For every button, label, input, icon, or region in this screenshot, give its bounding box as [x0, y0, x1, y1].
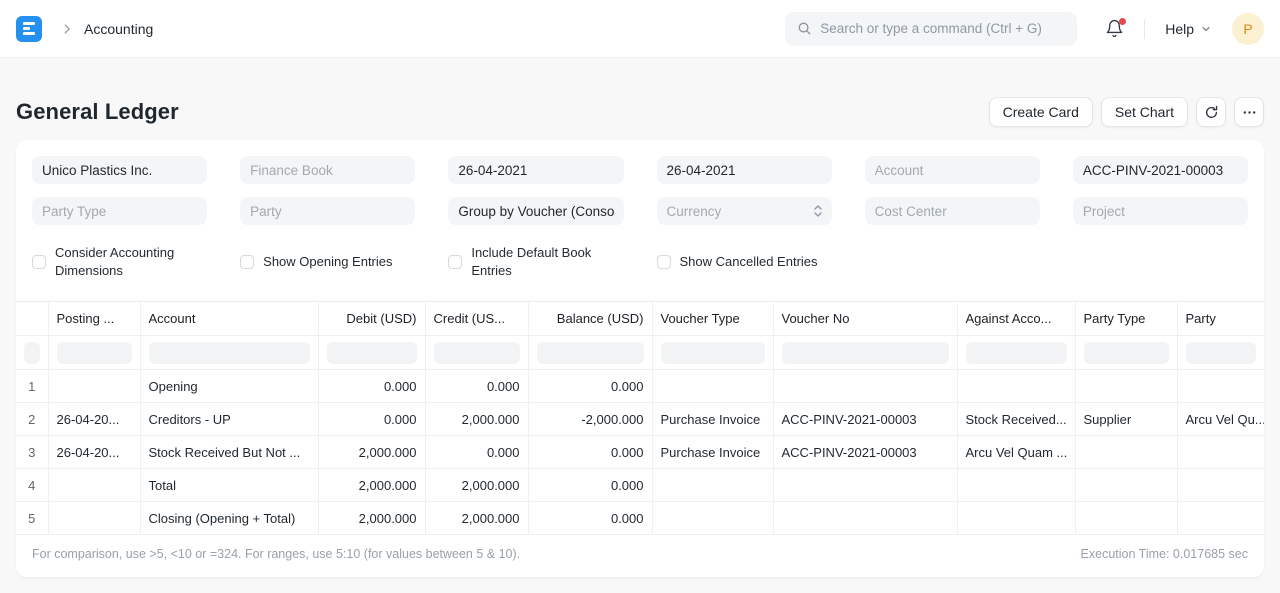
table-row: 2 26-04-20... Creditors - UP 0.000 2,000… [16, 402, 1264, 437]
col-rownum [16, 301, 49, 337]
column-filter-input[interactable] [433, 341, 520, 364]
report-card: Consider Accounting Dimensions Show Open… [16, 140, 1264, 577]
currency-select[interactable] [656, 197, 832, 225]
column-filter-input[interactable] [660, 341, 765, 364]
comparison-hint: For comparison, use >5, <10 or =324. For… [32, 546, 521, 561]
table-row: 4 Total 2,000.000 2,000.000 0.000 [16, 468, 1264, 503]
search-icon [797, 21, 812, 36]
col-party[interactable]: Party [1177, 301, 1264, 337]
finance-book-filter-input[interactable] [240, 156, 416, 184]
col-voucher-no[interactable]: Voucher No [773, 301, 958, 337]
checkbox-icon [448, 255, 463, 270]
party-type-filter-input[interactable] [32, 197, 208, 225]
col-party-type[interactable]: Party Type [1075, 301, 1178, 337]
page-head: General Ledger Create Card Set Chart [0, 58, 1280, 140]
col-voucher-type[interactable]: Voucher Type [652, 301, 774, 337]
create-card-button[interactable]: Create Card [988, 97, 1093, 127]
checkbox-icon [656, 255, 671, 270]
refresh-button[interactable] [1196, 97, 1226, 127]
from-date-filter-input[interactable] [448, 156, 624, 184]
report-checkboxes: Consider Accounting Dimensions Show Open… [16, 225, 1264, 301]
navbar: Accounting Help P [0, 0, 1280, 58]
col-balance[interactable]: Balance (USD) [528, 301, 653, 337]
notification-dot [1119, 18, 1127, 25]
group-by-select[interactable] [448, 197, 624, 225]
menu-button[interactable] [1234, 97, 1264, 127]
voucher-no-filter-input[interactable] [1072, 156, 1248, 184]
bell-icon [1105, 19, 1124, 38]
help-menu[interactable]: Help [1165, 21, 1212, 37]
company-filter-input[interactable] [32, 156, 208, 184]
table-row: 1 Opening 0.000 0.000 0.000 [16, 369, 1264, 404]
table-row: 5 Closing (Opening + Total) 2,000.000 2,… [16, 501, 1264, 536]
execution-time: Execution Time: 0.017685 sec [1080, 546, 1248, 561]
consider-accounting-dimensions-checkbox[interactable]: Consider Accounting Dimensions [32, 244, 207, 280]
navbar-divider [1144, 18, 1146, 39]
column-filter-input[interactable] [148, 341, 310, 364]
column-filter-input[interactable] [965, 341, 1067, 364]
project-filter-input[interactable] [1072, 197, 1248, 225]
column-filter-input[interactable] [56, 341, 132, 364]
checkbox-icon [240, 255, 255, 270]
help-label: Help [1165, 20, 1194, 37]
col-against-account[interactable]: Against Acco... [957, 301, 1076, 337]
cost-center-filter-input[interactable] [864, 197, 1040, 225]
report-footer: For comparison, use >5, <10 or =324. For… [16, 535, 1264, 572]
notifications-button[interactable] [1105, 18, 1127, 38]
column-filter-input[interactable] [24, 341, 40, 364]
page-title: General Ledger [16, 99, 179, 124]
account-filter-input[interactable] [864, 156, 1040, 184]
col-credit[interactable]: Credit (US... [425, 301, 529, 337]
breadcrumb[interactable]: Accounting [84, 20, 154, 37]
include-default-book-entries-checkbox[interactable]: Include Default Book Entries [448, 244, 623, 280]
column-filter-input[interactable] [1083, 341, 1169, 364]
global-search[interactable] [785, 11, 1078, 46]
checkbox-icon [32, 255, 46, 270]
search-input[interactable] [820, 21, 1066, 36]
column-filter-input[interactable] [781, 341, 949, 364]
app-logo-icon[interactable] [16, 15, 42, 42]
ledger-table: Posting ... Account Debit (USD) Credit (… [16, 301, 1264, 536]
report-filters [16, 140, 1264, 225]
table-row: 3 26-04-20... Stock Received But Not ...… [16, 435, 1264, 470]
refresh-icon [1204, 105, 1219, 120]
avatar[interactable]: P [1232, 12, 1264, 45]
to-date-filter-input[interactable] [656, 156, 832, 184]
column-filter-input[interactable] [536, 341, 644, 364]
show-opening-entries-checkbox[interactable]: Show Opening Entries [240, 244, 415, 280]
ellipsis-icon [1242, 105, 1257, 120]
column-filter-row [16, 335, 1264, 371]
column-filter-input[interactable] [326, 341, 417, 364]
show-cancelled-entries-checkbox[interactable]: Show Cancelled Entries [656, 244, 832, 280]
chevron-down-icon [1200, 23, 1212, 35]
party-filter-input[interactable] [240, 197, 416, 225]
column-filter-input[interactable] [1185, 341, 1256, 364]
col-debit[interactable]: Debit (USD) [318, 301, 426, 337]
col-posting-date[interactable]: Posting ... [48, 301, 141, 337]
set-chart-button[interactable]: Set Chart [1100, 97, 1188, 127]
table-header-row: Posting ... Account Debit (USD) Credit (… [16, 301, 1264, 337]
col-account[interactable]: Account [140, 301, 319, 337]
breadcrumb-chevron-icon [60, 22, 74, 36]
